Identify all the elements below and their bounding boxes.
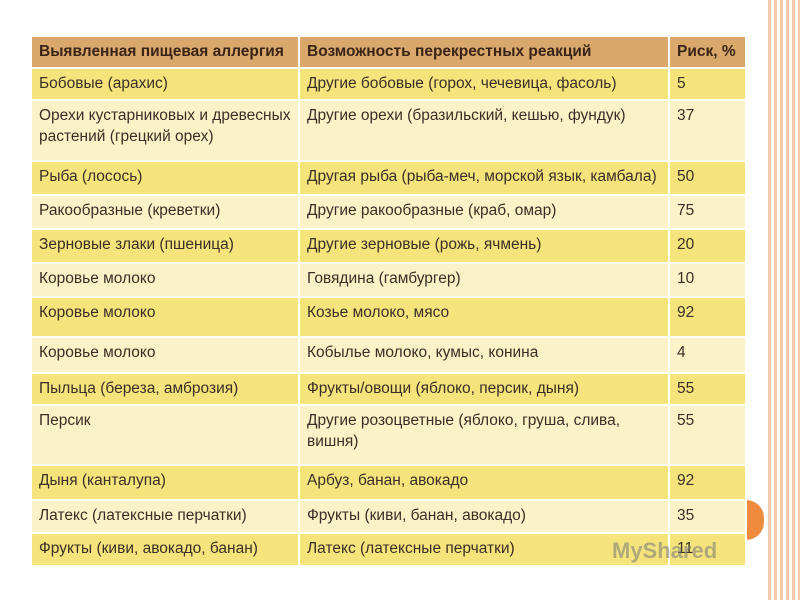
- decor-knob: [746, 500, 764, 540]
- table-cell: Фрукты (киви, авокадо, банан): [30, 532, 300, 567]
- table-cell: Коровье молоко: [30, 262, 300, 298]
- table-row: Рыба (лосось) Другая рыба (рыба-меч, морс…: [30, 160, 747, 196]
- header-cell: Риск, %: [668, 35, 747, 69]
- table-row: Фрукты (киви, авокадо, банан) Латекс (лат…: [30, 532, 747, 567]
- table-cell: Персик: [30, 404, 300, 466]
- table-cell: 55: [668, 404, 747, 466]
- table-cell: Коровье молоко: [30, 296, 300, 338]
- table-cell: Пыльца (береза, амброзия): [30, 372, 300, 406]
- table-cell: Орехи кустарниковых и древесных растений…: [30, 99, 300, 162]
- table-cell: 5: [668, 67, 747, 101]
- table-cell: Рыба (лосось): [30, 160, 300, 196]
- table-cell: Другие ракообразные (краб, омар): [298, 194, 670, 230]
- table-row: Пыльца (береза, амброзия) Фрукты/овощи (я…: [30, 372, 747, 406]
- allergy-table: Выявленная пищевая аллергия Возможность п…: [30, 35, 747, 567]
- table-cell: Латекс (латексные перчатки): [30, 499, 300, 534]
- table-row: Коровье молоко Говядина (гамбургер) 10: [30, 262, 747, 298]
- table-cell: Другие орехи (бразильский, кешью, фундук…: [298, 99, 670, 162]
- header-cell: Выявленная пищевая аллергия: [30, 35, 300, 69]
- table-cell: Ракообразные (креветки): [30, 194, 300, 230]
- table-cell: 92: [668, 296, 747, 338]
- table-cell: 75: [668, 194, 747, 230]
- table-row: Орехи кустарниковых и древесных растений…: [30, 99, 747, 162]
- table-row: Бобовые (арахис) Другие бобовые (горох, ч…: [30, 67, 747, 101]
- header-cell: Возможность перекрестных реакций: [298, 35, 670, 69]
- table-row: Ракообразные (креветки) Другие ракообразн…: [30, 194, 747, 230]
- table-row: Зерновые злаки (пшеница) Другие зерновые …: [30, 228, 747, 264]
- table-cell: 10: [668, 262, 747, 298]
- table-cell: 55: [668, 372, 747, 406]
- table-cell: Арбуз, банан, авокадо: [298, 464, 670, 501]
- table-cell: 92: [668, 464, 747, 501]
- table-cell: Другая рыба (рыба-меч, морской язык, кам…: [298, 160, 670, 196]
- table-cell: Другие розоцветные (яблоко, груша, слива…: [298, 404, 670, 466]
- table-cell: Козье молоко, мясо: [298, 296, 670, 338]
- table-cell: Бобовые (арахис): [30, 67, 300, 101]
- table-row: Коровье молоко Козье молоко, мясо 92: [30, 296, 747, 338]
- table-cell: Говядина (гамбургер): [298, 262, 670, 298]
- table-body: Бобовые (арахис) Другие бобовые (горох, ч…: [30, 67, 747, 567]
- table-cell: Латекс (латексные перчатки): [298, 532, 670, 567]
- table-cell: 11: [668, 532, 747, 567]
- table-cell: Коровье молоко: [30, 336, 300, 374]
- table-cell: Зерновые злаки (пшеница): [30, 228, 300, 264]
- table-row: Коровье молоко Кобылье молоко, кумыс, кон…: [30, 336, 747, 374]
- decor-stripes: [768, 0, 800, 600]
- table-cell: Другие зерновые (рожь, ячмень): [298, 228, 670, 264]
- table-cell: 20: [668, 228, 747, 264]
- table-cell: Фрукты (киви, банан, авокадо): [298, 499, 670, 534]
- table-cell: 50: [668, 160, 747, 196]
- watermark: MyShared: [612, 538, 718, 563]
- table-cell: 4: [668, 336, 747, 374]
- table-cell: Фрукты/овощи (яблоко, персик, дыня): [298, 372, 670, 406]
- table-row: Дыня (канталупа) Арбуз, банан, авокадо 92: [30, 464, 747, 501]
- table-row: Персик Другие розоцветные (яблоко, груша,…: [30, 404, 747, 466]
- table-cell: Кобылье молоко, кумыс, конина: [298, 336, 670, 374]
- table-cell: Дыня (канталупа): [30, 464, 300, 501]
- table-cell: 37: [668, 99, 747, 162]
- header-row: Выявленная пищевая аллергия Возможность п…: [30, 35, 747, 69]
- table-cell: Другие бобовые (горох, чечевица, фасоль): [298, 67, 670, 101]
- table-row: Латекс (латексные перчатки) Фрукты (киви,…: [30, 499, 747, 534]
- table-cell: 35: [668, 499, 747, 534]
